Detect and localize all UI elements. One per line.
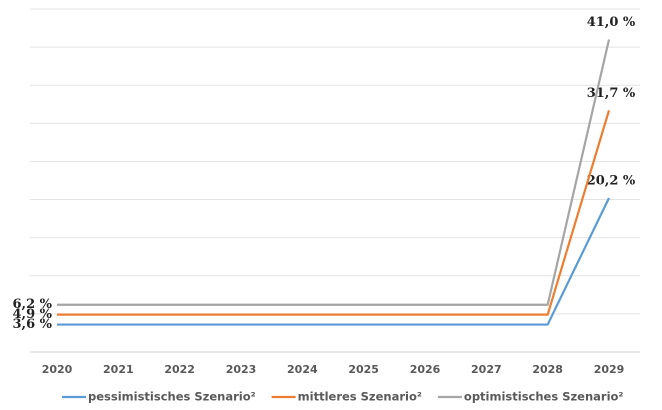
- legend-label: pessimistisches Szenario²: [88, 390, 256, 404]
- x-tick-label: 2025: [348, 363, 379, 376]
- x-tick-label: 2021: [103, 363, 134, 376]
- x-tick-label: 2027: [471, 363, 502, 376]
- series-line: [57, 39, 611, 306]
- data-label: 20,2 %: [587, 174, 636, 189]
- data-label: 3,6 %: [13, 317, 53, 332]
- x-tick-label: 2028: [532, 363, 563, 376]
- data-label: 4,9 %: [13, 307, 53, 322]
- x-tick-label: 2029: [594, 363, 625, 376]
- x-tick-label: 2020: [42, 363, 73, 376]
- x-tick-label: 2022: [164, 363, 195, 376]
- series-line: [57, 197, 610, 326]
- data-label: 31,7 %: [587, 86, 636, 101]
- legend-label: mittleres Szenario²: [298, 390, 422, 404]
- x-tick-label: 2024: [287, 363, 318, 376]
- x-tick-label: 2023: [226, 363, 257, 376]
- series-line: [57, 110, 611, 316]
- x-tick-label: 2026: [410, 363, 441, 376]
- data-label: 41,0 %: [587, 15, 636, 30]
- data-label: 6,2 %: [13, 297, 53, 312]
- legend-label: optimistisches Szenario²: [464, 390, 624, 404]
